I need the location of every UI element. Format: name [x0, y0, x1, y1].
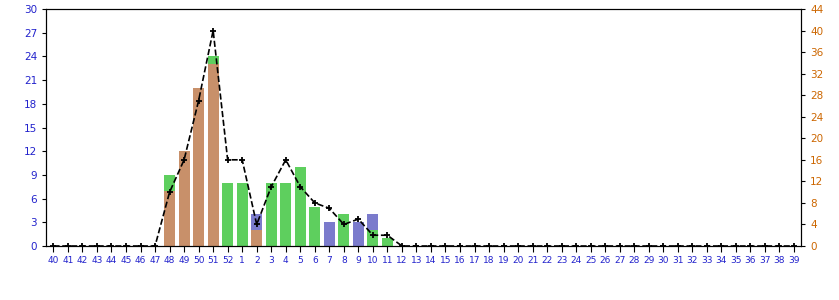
Bar	[208, 56, 219, 64]
Bar	[367, 214, 378, 230]
Bar	[324, 222, 335, 246]
Bar	[208, 64, 219, 246]
Bar	[310, 206, 320, 246]
Bar	[280, 183, 291, 246]
Bar	[237, 183, 248, 246]
Bar	[164, 175, 175, 191]
Bar	[193, 88, 204, 246]
Bar	[294, 167, 305, 246]
Bar	[367, 230, 378, 246]
Bar	[338, 214, 349, 246]
Bar	[251, 230, 262, 246]
Bar	[266, 183, 277, 246]
Bar	[164, 191, 175, 246]
Bar	[353, 222, 364, 246]
Bar	[222, 183, 233, 246]
Bar	[382, 238, 393, 246]
Bar	[251, 214, 262, 230]
Bar	[179, 151, 190, 246]
